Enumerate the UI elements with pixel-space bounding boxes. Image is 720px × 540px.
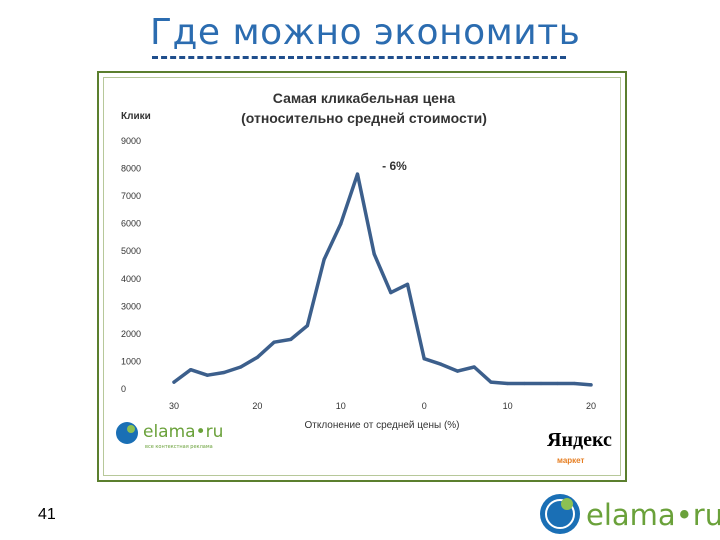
data-point <box>289 337 293 341</box>
y-tick-label: 9000 <box>121 136 141 146</box>
slide-number: 41 <box>38 506 56 523</box>
elama-logo-small: elama•ru все контекстная реклама <box>116 422 223 450</box>
elama-logo-small-icon-dot <box>127 425 135 433</box>
yandex-market-text: маркет <box>557 456 584 465</box>
y-axis-label: Клики <box>121 111 151 122</box>
data-point <box>539 381 543 386</box>
elama-logo-corner-text: elama•ru <box>586 498 720 532</box>
data-point <box>489 380 493 384</box>
chart-title: Самая кликабельная цена <box>273 90 456 106</box>
chart-inner-border <box>103 77 621 476</box>
data-point <box>589 383 593 387</box>
y-tick-label: 3000 <box>121 301 141 311</box>
data-point <box>422 357 426 361</box>
y-tick-label: 6000 <box>121 219 141 229</box>
data-point <box>305 324 309 328</box>
elama-logo-corner: elama•ru <box>540 494 720 534</box>
data-point <box>522 381 526 386</box>
data-point <box>456 369 460 373</box>
data-point <box>556 381 560 386</box>
yandex-logo-text: Яндекс <box>547 429 612 451</box>
data-point <box>472 365 476 369</box>
data-point <box>239 365 243 369</box>
elama-logo-corner-icon-dot <box>561 498 573 510</box>
click-price-chart: Самая кликабельная цена (относительно ср… <box>116 90 612 465</box>
y-tick-label: 8000 <box>121 164 141 174</box>
data-point <box>255 355 259 359</box>
y-tick-label: 2000 <box>121 329 141 339</box>
x-tick-label: 10 <box>336 401 346 411</box>
data-point <box>439 362 443 366</box>
slide-title: Где можно экономить <box>150 12 581 53</box>
chart-subtitle: (относительно средней стоимости) <box>241 110 487 126</box>
x-tick-label: 20 <box>252 401 262 411</box>
x-tick-label: 30 <box>169 401 179 411</box>
data-point <box>506 381 510 386</box>
data-point <box>172 380 176 384</box>
data-point <box>572 381 576 386</box>
x-tick-label: 0 <box>422 401 427 411</box>
y-tick-label: 4000 <box>121 274 141 284</box>
x-tick-label: 10 <box>503 401 513 411</box>
elama-logo-small-tagline: все контекстная реклама <box>145 444 213 450</box>
data-point <box>189 368 193 372</box>
y-tick-labels: 0 1000 2000 3000 4000 5000 6000 7000 8000 9000 <box>121 136 141 394</box>
data-point <box>372 252 376 256</box>
data-point <box>322 257 326 262</box>
yandex-market-logo: Яндекс маркет <box>547 429 612 465</box>
data-point <box>389 291 393 295</box>
x-axis-label: Отклонение от средней цены (%) <box>305 420 460 431</box>
y-tick-label: 1000 <box>121 356 141 366</box>
x-tick-label: 20 <box>586 401 596 411</box>
x-tick-labels: 30 20 10 0 10 20 <box>169 401 596 411</box>
y-tick-label: 7000 <box>121 191 141 201</box>
data-point <box>405 282 410 286</box>
series-points <box>172 172 593 387</box>
data-point <box>339 222 343 226</box>
chart-frame: Самая кликабельная цена (относительно ср… <box>97 71 627 482</box>
elama-logo-small-icon <box>116 422 138 444</box>
y-tick-label: 0 <box>121 384 126 394</box>
y-tick-label: 5000 <box>121 246 141 256</box>
data-point <box>205 373 209 377</box>
title-underline <box>152 56 566 59</box>
clicks-series-line <box>172 172 593 387</box>
elama-logo-corner-icon-ring <box>545 499 575 529</box>
data-point <box>355 172 360 176</box>
peak-annotation: - 6% <box>382 159 407 173</box>
data-point <box>222 370 226 375</box>
elama-logo-small-text: elama•ru <box>143 422 223 442</box>
data-point <box>272 340 276 344</box>
